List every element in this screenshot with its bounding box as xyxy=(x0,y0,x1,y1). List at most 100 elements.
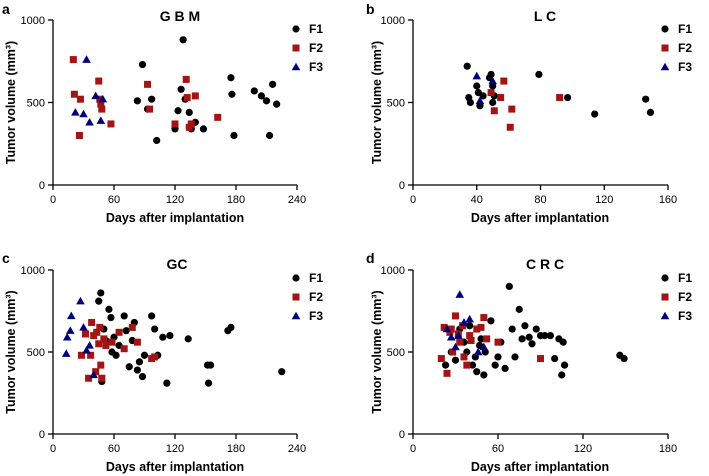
data-point-f1 xyxy=(185,108,193,116)
data-point-f1 xyxy=(265,131,274,140)
data-point-f2 xyxy=(497,94,505,102)
data-point-f3 xyxy=(89,370,98,379)
data-point-f3 xyxy=(79,109,88,118)
y-axis-title: Tumor volume (mm³) xyxy=(4,290,18,413)
data-point-f1 xyxy=(166,332,174,340)
data-point-f1 xyxy=(140,351,149,359)
data-point-f3 xyxy=(442,324,452,333)
data-point-f2 xyxy=(95,340,103,348)
data-point-f3 xyxy=(488,76,497,85)
x-tick-label: 120 xyxy=(574,443,592,455)
data-point-f3 xyxy=(85,118,94,126)
data-point-f1 xyxy=(163,379,171,387)
data-point-f2 xyxy=(88,318,96,326)
data-point-f1 xyxy=(491,361,499,369)
x-axis-title: Days after implantation xyxy=(106,460,244,474)
data-point-f1 xyxy=(269,80,277,88)
data-point-f1 xyxy=(125,363,133,371)
data-point-f1 xyxy=(278,368,286,376)
legend-marker-f2 xyxy=(292,44,300,52)
series-f2 xyxy=(77,318,159,382)
data-point-f2 xyxy=(87,351,95,359)
data-point-f2 xyxy=(456,338,464,346)
data-point-f2 xyxy=(97,361,105,369)
data-point-f3 xyxy=(91,91,100,100)
data-point-f2 xyxy=(506,123,514,131)
x-tick-label: 60 xyxy=(108,443,120,455)
data-point-f1 xyxy=(518,335,526,343)
data-point-f1 xyxy=(148,312,156,320)
data-point-f2 xyxy=(97,100,105,108)
series-f1 xyxy=(133,36,281,145)
y-axis-title: Tumor volume (mm³) xyxy=(370,290,384,413)
legend-label-f2: F2 xyxy=(309,41,323,55)
data-point-f1 xyxy=(204,379,213,387)
data-point-f3 xyxy=(82,346,91,354)
y-tick-label: 500 xyxy=(27,347,45,359)
data-point-f3 xyxy=(455,290,465,298)
legend-marker-f2 xyxy=(661,44,669,52)
data-point-f2 xyxy=(467,337,475,345)
data-point-f2 xyxy=(477,323,485,331)
data-point-f2 xyxy=(183,94,191,102)
data-point-f1 xyxy=(174,107,182,115)
x-tick-label: 120 xyxy=(166,194,184,206)
x-tick-label: 60 xyxy=(108,194,120,206)
legend-marker-f3 xyxy=(291,62,301,71)
data-point-f3 xyxy=(61,349,71,357)
data-point-f1 xyxy=(525,333,533,341)
data-point-f1 xyxy=(184,335,192,343)
y-tick-label: 1000 xyxy=(21,15,45,27)
data-point-f3 xyxy=(65,326,75,334)
panel-title: L C xyxy=(534,8,556,24)
data-point-f1 xyxy=(133,366,141,374)
x-axis-title: Days after implantation xyxy=(471,460,609,474)
data-point-f1 xyxy=(257,92,266,100)
data-point-f1 xyxy=(228,90,236,98)
data-point-f1 xyxy=(227,323,235,331)
x-tick-label: 120 xyxy=(166,443,184,455)
series-f2 xyxy=(487,77,564,131)
x-tick-label: 80 xyxy=(534,194,546,206)
data-point-f2 xyxy=(459,322,467,330)
y-tick-label: 500 xyxy=(387,347,405,359)
data-point-f3 xyxy=(67,311,76,320)
y-tick-label: 500 xyxy=(387,98,405,110)
data-point-f1 xyxy=(473,82,481,90)
legend: F1 F2 F3 xyxy=(660,271,692,323)
data-point-f2 xyxy=(191,92,199,100)
data-point-f2 xyxy=(508,105,516,113)
data-point-f2 xyxy=(85,374,93,382)
y-tick-label: 0 xyxy=(39,180,45,192)
panel-b: b L C 0 40 80 120 160 0 500 1000 Days after implan… xyxy=(366,1,692,225)
data-point-f3 xyxy=(96,116,106,124)
y-tick-label: 0 xyxy=(39,429,45,441)
y-tick-label: 0 xyxy=(399,180,405,192)
data-point-f3 xyxy=(479,342,489,351)
legend-label-f1: F1 xyxy=(309,22,323,36)
data-point-f2 xyxy=(537,355,544,363)
series-f3 xyxy=(472,71,497,105)
panel-title: GC xyxy=(167,256,188,272)
data-point-f2 xyxy=(171,120,179,128)
legend-marker-f3 xyxy=(291,311,301,320)
data-point-f2 xyxy=(500,77,508,85)
data-point-f1 xyxy=(206,361,215,369)
data-point-f1 xyxy=(451,356,460,364)
data-point-f3 xyxy=(451,342,460,351)
y-axis-title: Tumor volume (mm³) xyxy=(4,41,18,164)
data-point-f1 xyxy=(620,354,628,363)
data-point-f2 xyxy=(463,361,471,369)
data-point-f3 xyxy=(85,341,94,349)
data-point-f2 xyxy=(480,314,488,322)
data-point-f3 xyxy=(82,55,91,63)
data-point-f1 xyxy=(262,97,271,105)
data-point-f2 xyxy=(77,351,85,359)
x-tick-label: 0 xyxy=(50,443,56,455)
data-point-f2 xyxy=(490,107,498,115)
x-tick-label: 160 xyxy=(659,194,677,206)
data-point-f2 xyxy=(92,368,100,376)
legend-label-f3: F3 xyxy=(678,60,692,74)
data-point-f3 xyxy=(446,332,456,341)
